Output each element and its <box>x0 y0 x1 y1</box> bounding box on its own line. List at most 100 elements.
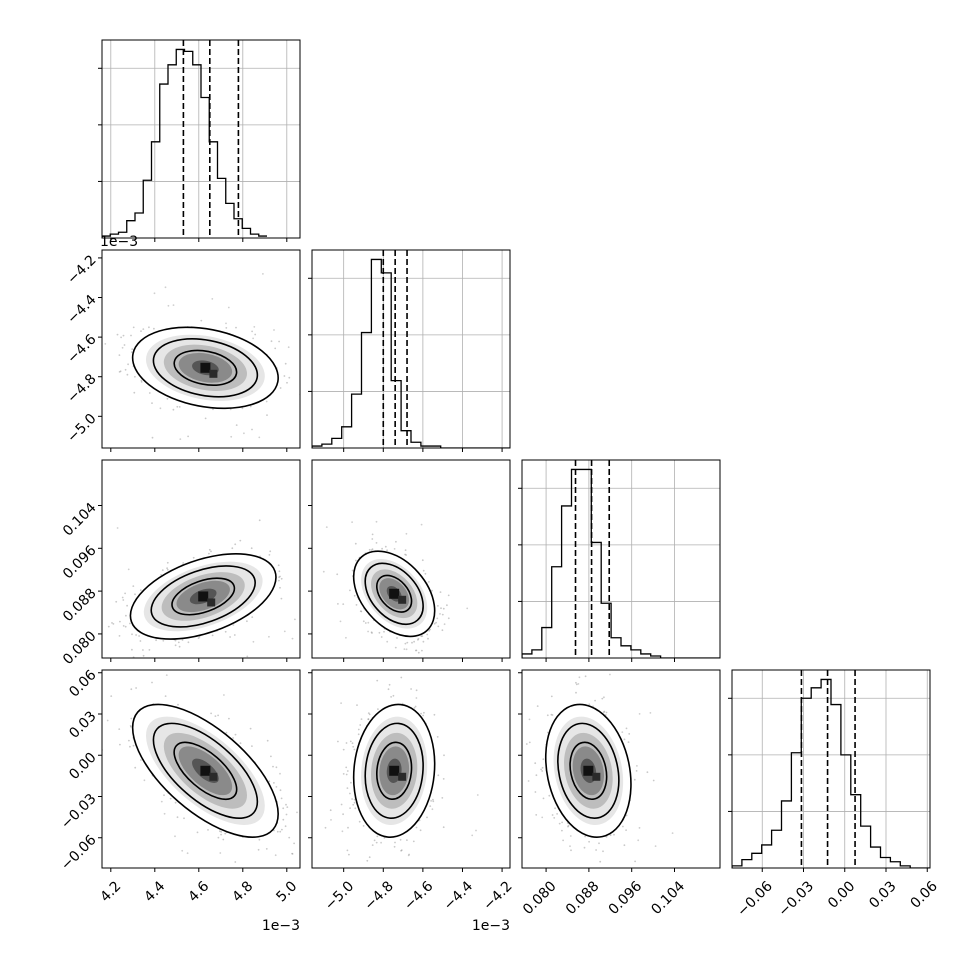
scatter-point <box>342 773 345 775</box>
scatter-point <box>220 662 222 664</box>
scatter-point <box>169 797 172 800</box>
scatter-point <box>286 806 289 808</box>
scatter-point <box>584 835 586 838</box>
density-peak <box>389 765 400 776</box>
scatter-point <box>406 641 409 644</box>
scatter-point <box>535 814 538 816</box>
scatter-point <box>126 373 129 376</box>
scatter-point <box>251 616 254 618</box>
x-tick-label: 0.06 <box>908 878 941 911</box>
scatter-point <box>368 713 371 716</box>
scatter-point <box>526 891 528 893</box>
scatter-point <box>362 825 365 827</box>
scatter-point <box>307 357 309 359</box>
scatter-point <box>383 837 386 839</box>
scatter-point <box>285 803 287 806</box>
scatter-point <box>268 554 271 556</box>
scatter-point <box>613 833 615 836</box>
scatter-point <box>258 436 261 439</box>
scatter-point <box>358 820 361 823</box>
scatter-point <box>429 805 432 807</box>
scatter-point <box>609 834 612 837</box>
scatter-point <box>411 641 413 644</box>
x-tick-label: −0.03 <box>775 878 817 920</box>
scatter-point <box>380 636 383 638</box>
scatter-point <box>276 830 279 833</box>
scatter-point <box>598 842 600 845</box>
scatter-point <box>281 828 283 831</box>
scatter-point <box>646 771 649 774</box>
scatter-point <box>177 703 179 706</box>
scatter-point <box>99 702 101 704</box>
scatter-point <box>234 543 237 546</box>
scatter-point <box>93 588 95 590</box>
scatter-point <box>328 792 330 794</box>
scatter-point <box>649 712 652 714</box>
scatter-panel-2-3 <box>521 647 721 964</box>
density-peak <box>207 598 216 607</box>
scatter-point <box>383 630 385 633</box>
scatter-point <box>561 829 563 832</box>
scatter-point <box>367 712 370 714</box>
scatter-point <box>437 605 439 607</box>
scatter-point <box>471 834 474 837</box>
scatter-point <box>138 635 141 637</box>
scatter-point <box>394 646 397 649</box>
scatter-point <box>404 642 407 645</box>
scatter-point <box>388 683 391 686</box>
scatter-point <box>258 519 261 522</box>
scatter-point <box>174 644 177 647</box>
x-tick-label: −4.4 <box>441 878 476 913</box>
contour-line <box>364 722 424 819</box>
scatter-point <box>371 844 374 846</box>
scatter-point <box>153 327 155 330</box>
scatter-point <box>163 812 166 815</box>
scatter-point <box>443 623 446 626</box>
scatter-point <box>172 408 175 411</box>
scatter-point <box>207 829 209 831</box>
scatter-point <box>140 381 143 383</box>
scatter-point <box>159 407 162 410</box>
scatter-point <box>584 675 587 678</box>
scatter-point <box>340 803 343 806</box>
y-tick-label: 0.00 <box>66 750 99 783</box>
scatter-point <box>134 766 137 769</box>
scatter-point <box>581 647 583 649</box>
scatter-point <box>636 765 638 767</box>
scatter-point <box>346 849 349 852</box>
scatter-point <box>378 631 381 634</box>
scatter-point <box>432 798 434 801</box>
scatter-point <box>178 406 181 408</box>
scatter-point <box>230 435 233 438</box>
scatter-point <box>131 633 133 636</box>
scatter-point <box>224 630 227 633</box>
scatter-point <box>386 549 388 552</box>
scatter-point <box>283 630 286 633</box>
density-peak <box>209 772 218 781</box>
scatter-point <box>674 962 676 964</box>
scatter-point <box>115 600 118 603</box>
histogram-panel-0 <box>98 39 301 239</box>
x-tick-label: 0.00 <box>825 878 858 911</box>
scatter-point <box>307 384 309 386</box>
scatter-point <box>361 665 363 667</box>
scatter-point <box>252 640 255 643</box>
scatter-point <box>234 733 237 736</box>
scatter-point <box>432 800 435 803</box>
histogram-grid-1 <box>312 250 510 448</box>
scatter-point <box>442 826 445 829</box>
scatter-point <box>166 561 169 564</box>
scatter-point <box>217 714 220 717</box>
y-tick-label: −4.6 <box>64 331 99 366</box>
scatter-point <box>282 807 285 810</box>
scatter-point <box>375 520 378 523</box>
scatter-point <box>414 705 417 708</box>
scatter-point <box>167 304 170 307</box>
scatter-point <box>121 596 124 599</box>
scatter-point <box>357 728 360 731</box>
scatter-point <box>413 707 416 709</box>
scatter-point <box>278 340 280 343</box>
scatter-point <box>394 841 396 844</box>
scatter-point <box>293 611 295 613</box>
scatter-point <box>326 538 328 540</box>
